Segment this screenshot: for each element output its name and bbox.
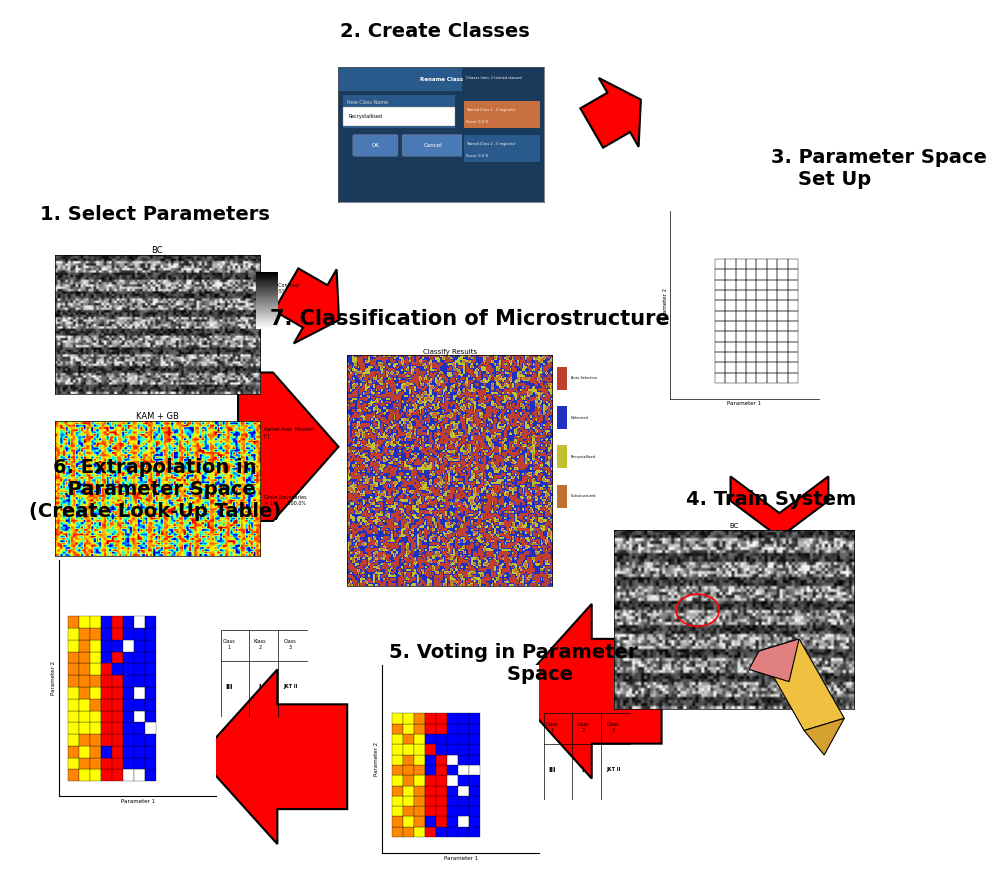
Polygon shape [513,604,662,779]
Polygon shape [731,477,828,538]
Text: 7. Classification of Microstructure: 7. Classification of Microstructure [270,309,669,328]
Text: 6. Extrapolation in
  Parameter Space
(Create Look-Up Table): 6. Extrapolation in Parameter Space (Cre… [29,458,281,521]
Text: 2. Create Classes: 2. Create Classes [340,22,529,40]
Polygon shape [274,268,339,343]
Text: 4. Train System: 4. Train System [686,491,856,509]
Polygon shape [199,669,347,844]
Polygon shape [238,372,338,521]
Text: 5. Voting in Parameter
        Space: 5. Voting in Parameter Space [389,643,637,684]
Text: 3. Parameter Space
    Set Up: 3. Parameter Space Set Up [771,148,987,189]
Text: 1. Select Parameters: 1. Select Parameters [40,205,270,224]
Polygon shape [580,78,641,148]
